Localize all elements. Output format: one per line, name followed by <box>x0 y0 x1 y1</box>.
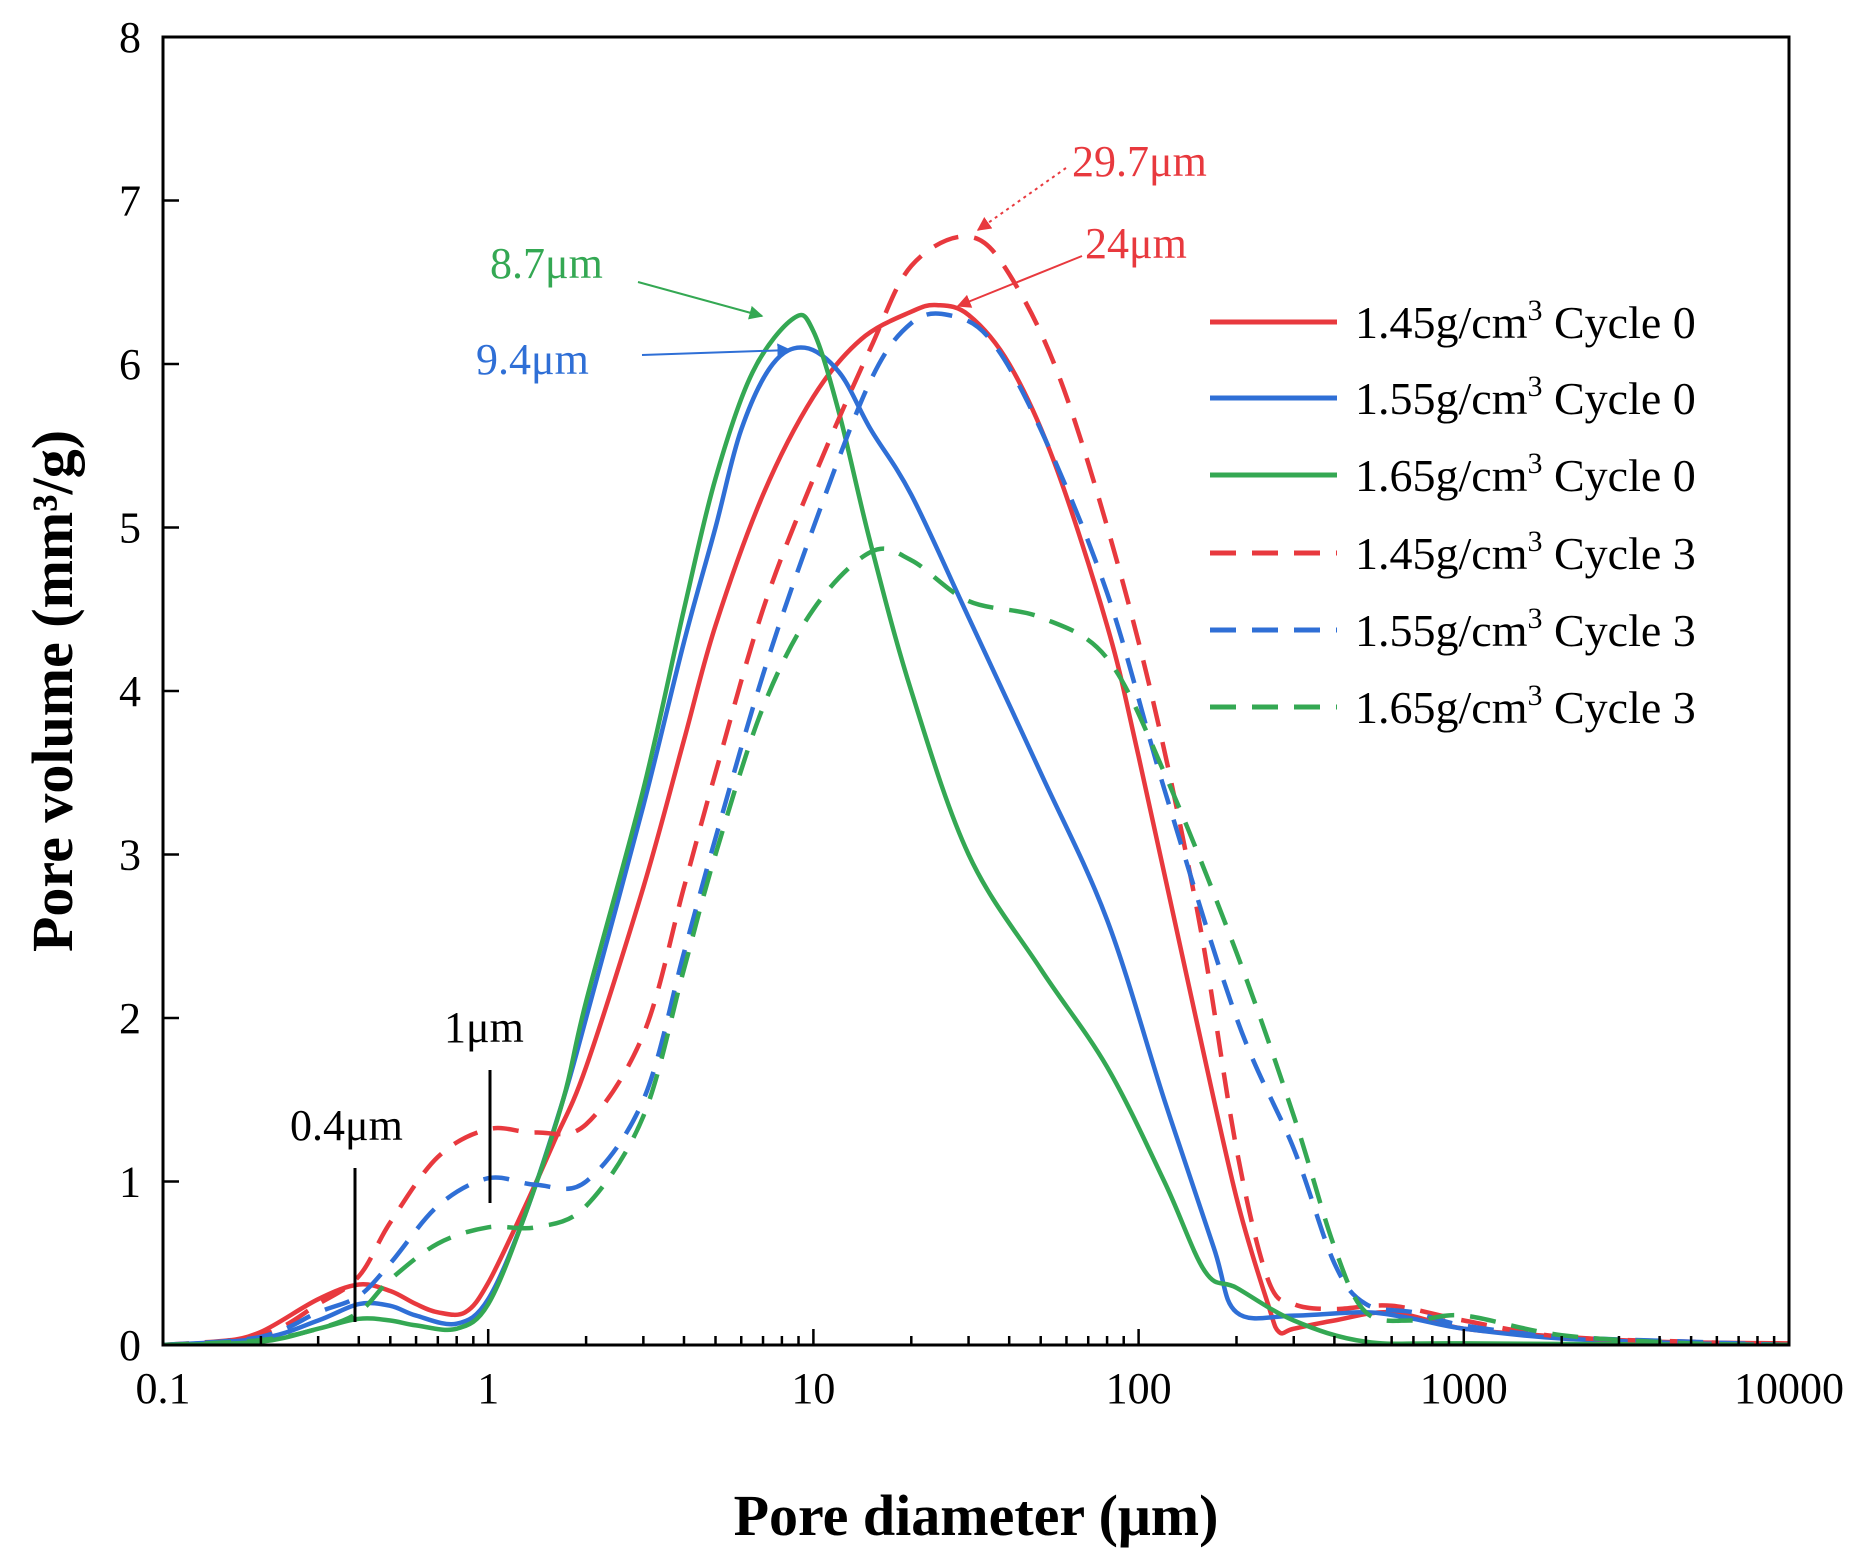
x-tick-label: 0.1 <box>136 1364 191 1413</box>
y-axis-title: Pore volume (mm³/g) <box>20 430 85 952</box>
series-layer <box>163 234 1789 1345</box>
y-tick-label: 6 <box>119 340 141 389</box>
legend-label: 1.55g/cm3 Cycle 0 <box>1355 370 1696 424</box>
legend-entry-1-45-cycle-0: 1.45g/cm3 Cycle 0 <box>1210 294 1696 348</box>
y-tick-label: 0 <box>119 1321 141 1370</box>
annotations: 8.7μm 9.4μm 24μm 29.7μm 1μm 0.4μm <box>290 137 1207 1322</box>
legend-entry-1-55-cycle-3: 1.55g/cm3 Cycle 3 <box>1210 602 1696 656</box>
legend-entry-1-45-cycle-3: 1.45g/cm3 Cycle 3 <box>1210 525 1696 579</box>
x-tick-label: 10 <box>791 1364 835 1413</box>
legend-entry-1-55-cycle-0: 1.55g/cm3 Cycle 0 <box>1210 370 1696 424</box>
y-tick-label: 3 <box>119 831 141 880</box>
x-tick-labels: 0.1 1 10 100 1000 10000 <box>136 1364 1845 1413</box>
marker-label-0-4um: 0.4μm <box>290 1101 403 1150</box>
annotation-arrow-9-4um <box>641 343 792 358</box>
legend-entry-1-65-cycle-0: 1.65g/cm3 Cycle 0 <box>1210 447 1696 501</box>
y-tick-label: 1 <box>119 1158 141 1207</box>
y-tick-label: 8 <box>119 13 141 62</box>
legend-label: 1.55g/cm3 Cycle 3 <box>1355 602 1696 656</box>
y-tick-label: 4 <box>119 667 141 716</box>
x-tick-label: 100 <box>1106 1364 1172 1413</box>
axis-ticks <box>161 35 1776 1347</box>
y-tick-label: 2 <box>119 994 141 1043</box>
series-line-1-65g-cm-cycle-0 <box>163 312 1789 1345</box>
legend-label: 1.45g/cm3 Cycle 0 <box>1355 294 1696 348</box>
annotation-arrow-24um <box>956 255 1083 308</box>
legend-label: 1.45g/cm3 Cycle 3 <box>1355 525 1696 579</box>
y-tick-label: 5 <box>119 504 141 553</box>
annotation-label-8-7um: 8.7μm <box>490 239 603 288</box>
annotation-label-9-4um: 9.4μm <box>476 335 589 384</box>
y-tick-labels: 0 1 2 3 4 5 6 7 8 <box>119 13 141 1370</box>
x-tick-label: 1 <box>477 1364 499 1413</box>
legend: 1.45g/cm3 Cycle 0 1.55g/cm3 Cycle 0 1.65… <box>1210 294 1696 733</box>
annotation-label-29-7um: 29.7μm <box>1072 137 1207 186</box>
legend-label: 1.65g/cm3 Cycle 3 <box>1355 679 1696 733</box>
x-axis-title: Pore diameter (μm) <box>734 1483 1219 1548</box>
x-tick-label: 1000 <box>1420 1364 1508 1413</box>
series-line-1-45g-cm-cycle-3 <box>163 234 1789 1345</box>
annotation-label-24um: 24μm <box>1085 219 1187 268</box>
y-tick-label: 7 <box>119 177 141 226</box>
legend-label: 1.65g/cm3 Cycle 0 <box>1355 447 1696 501</box>
annotation-arrow-8-7um <box>637 281 764 320</box>
legend-entry-1-65-cycle-3: 1.65g/cm3 Cycle 3 <box>1210 679 1696 733</box>
x-tick-label: 10000 <box>1734 1364 1844 1413</box>
series-line-1-45g-cm-cycle-0 <box>163 302 1789 1345</box>
series-line-1-55g-cm-cycle-3 <box>163 311 1789 1345</box>
marker-label-1um: 1μm <box>444 1003 524 1052</box>
